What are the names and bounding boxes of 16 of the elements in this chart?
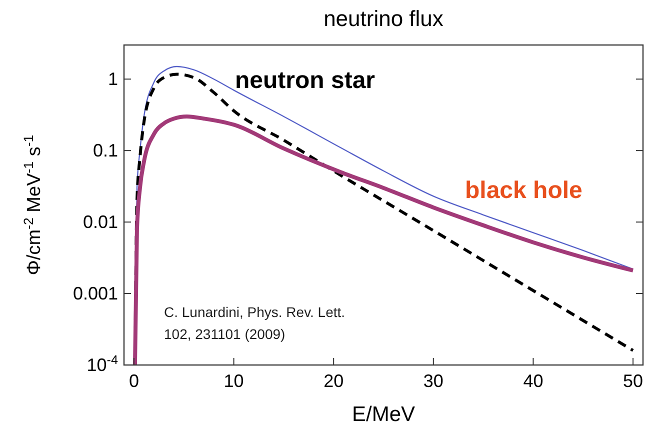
y-tick-label: 0.1	[92, 140, 118, 161]
y-tick-label: 1	[108, 69, 118, 90]
y-tick-label: 0.001	[72, 284, 118, 304]
x-tick-label: 10	[224, 371, 244, 391]
x-tick-label: 40	[523, 371, 544, 391]
x-tick-label: 20	[324, 371, 344, 391]
y-tick-label: 0.01	[82, 212, 118, 232]
x-tick-label: 50	[623, 371, 644, 391]
x-tick-label: 0	[128, 371, 139, 391]
x-axis-title: E/MeV	[352, 403, 416, 426]
y-tick-label: 10$^{-4}$	[86, 353, 118, 375]
series-label: neutron star	[235, 67, 376, 94]
series-label: black hole	[465, 177, 582, 204]
x-tick-label: 30	[423, 371, 444, 391]
chart-title: neutrino flux	[324, 6, 444, 31]
annotation: C. Lunardini, Phys. Rev. Lett. 102, 231101 (2009)	[164, 304, 346, 342]
